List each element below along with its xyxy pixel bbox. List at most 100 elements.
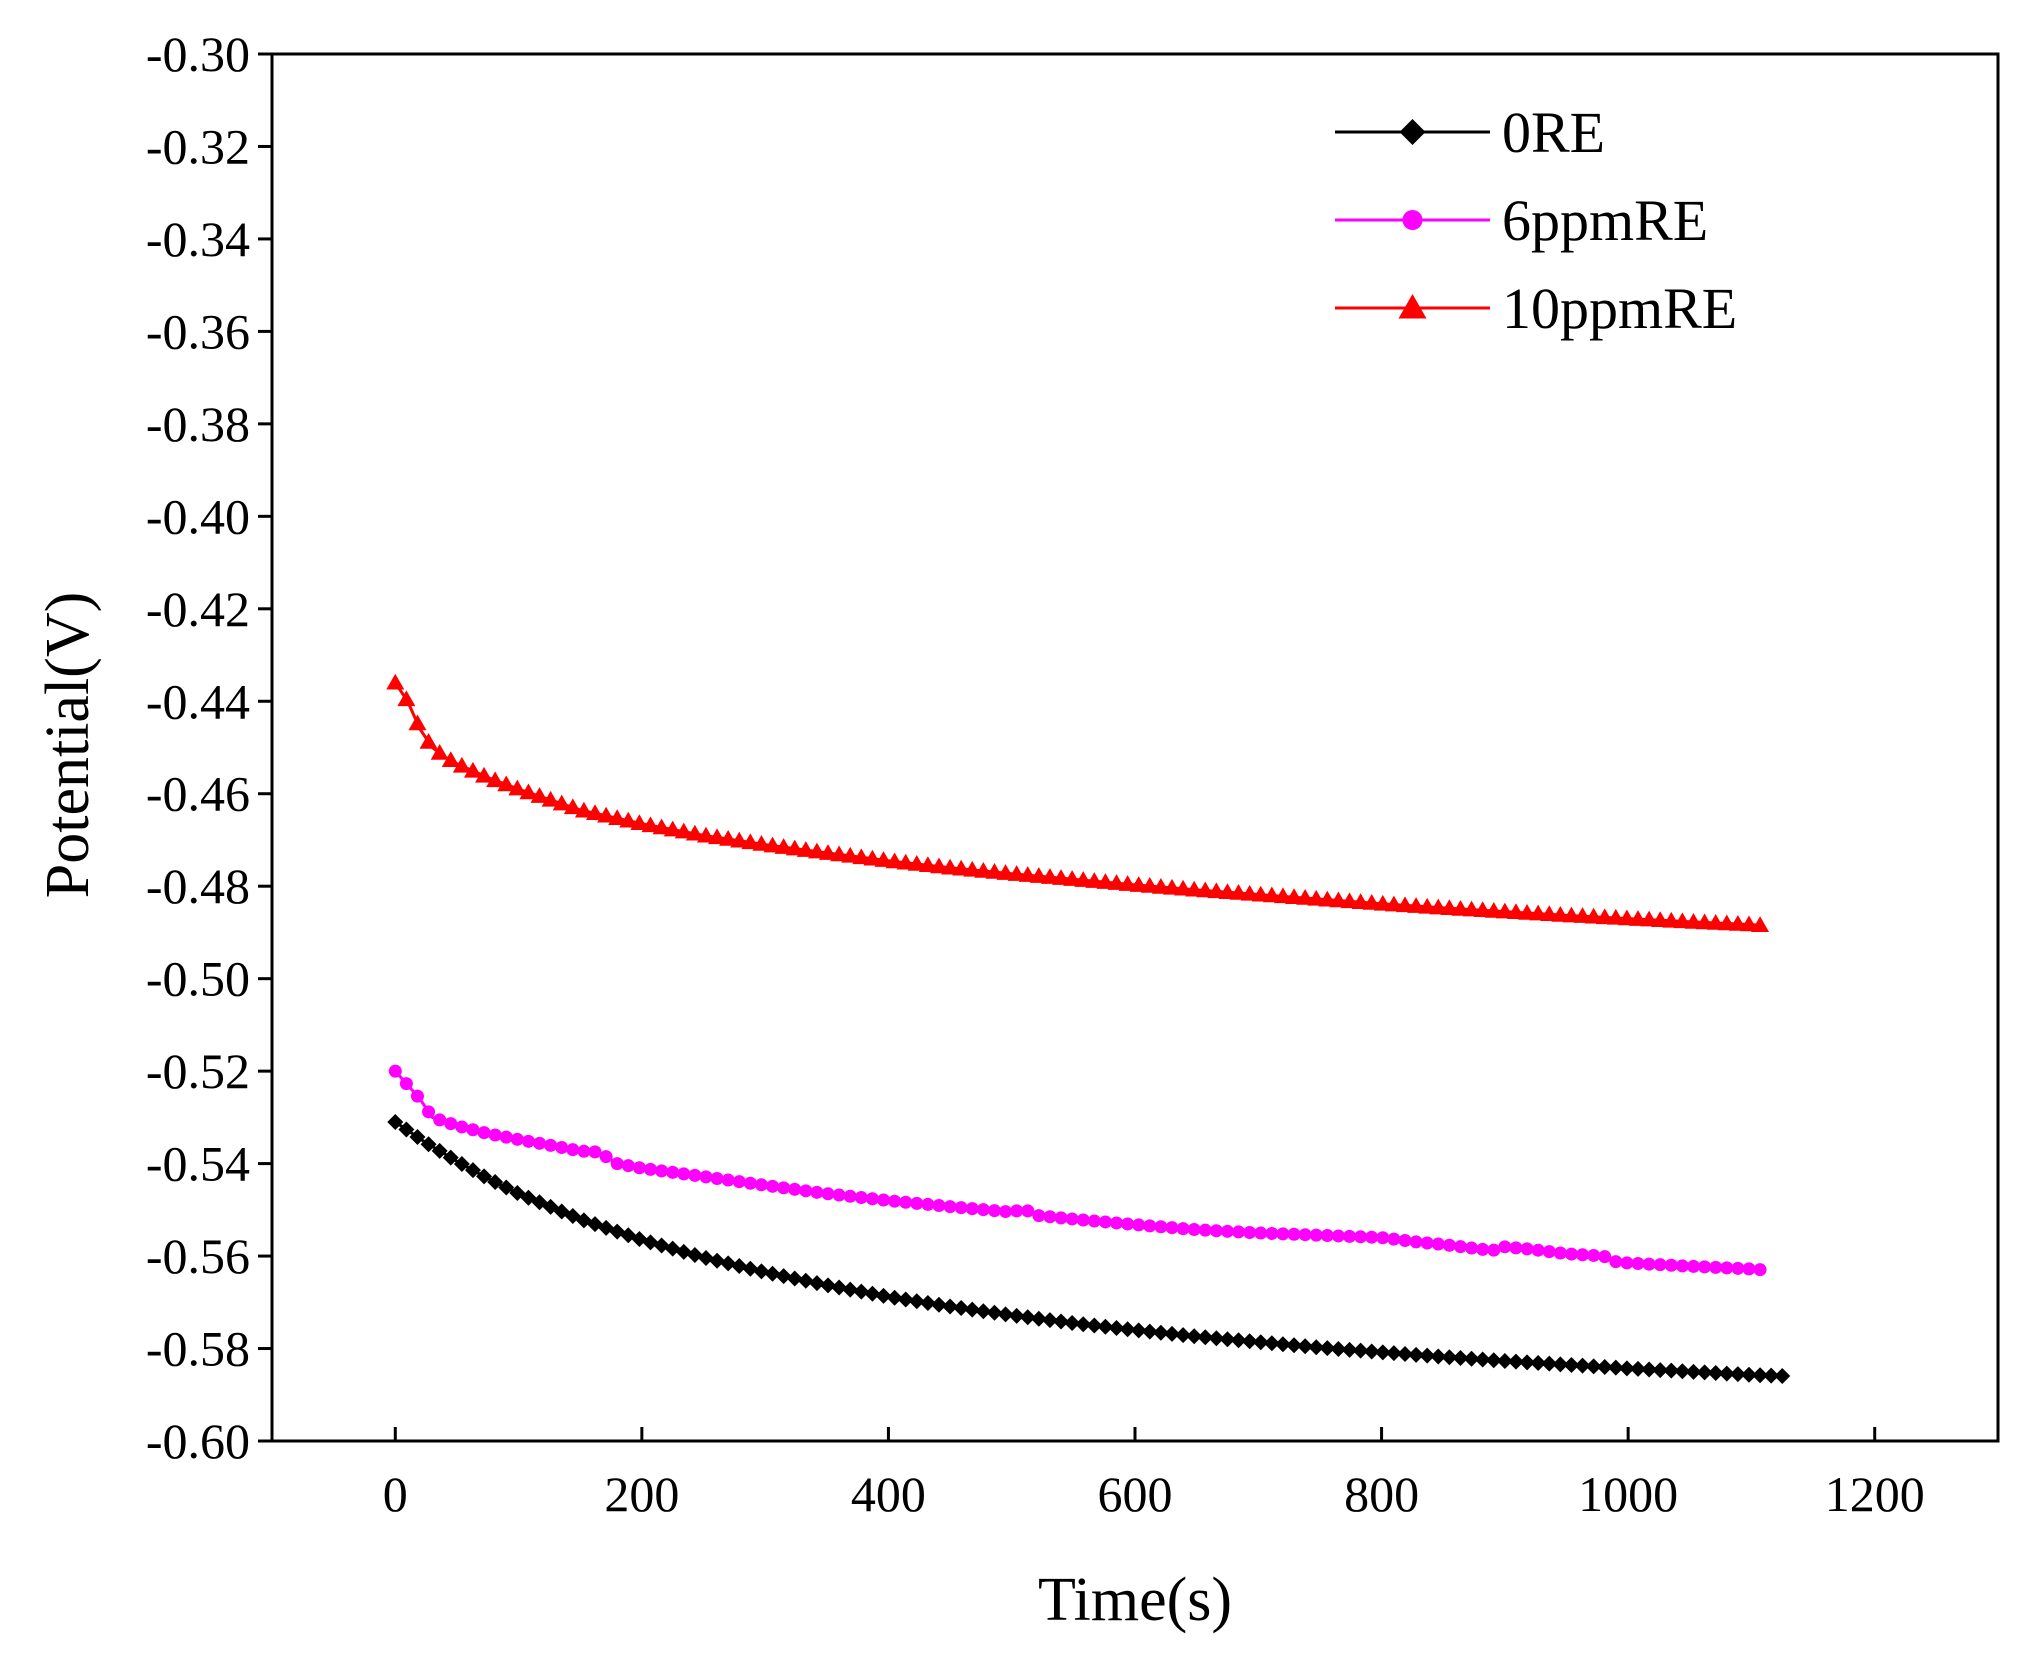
data-point <box>1029 867 1048 883</box>
data-point <box>918 856 937 872</box>
data-point <box>1751 916 1770 932</box>
data-point <box>1065 1212 1079 1226</box>
data-point <box>1630 1360 1647 1377</box>
data-point <box>1354 1230 1368 1244</box>
data-point <box>709 1252 726 1269</box>
data-point <box>488 1128 502 1142</box>
data-point <box>1574 1357 1591 1374</box>
data-point <box>1742 1262 1756 1276</box>
data-point <box>1343 1229 1357 1243</box>
data-point <box>1274 1336 1291 1353</box>
data-point <box>555 1141 569 1155</box>
data-point <box>566 1143 580 1157</box>
x-tick-label: 1000 <box>1578 1466 1678 1522</box>
data-point <box>508 779 527 796</box>
y-tick-label: -0.30 <box>146 26 250 82</box>
data-point <box>708 828 727 845</box>
data-point <box>1551 905 1570 922</box>
data-point <box>797 1272 814 1289</box>
data-point <box>1285 888 1304 904</box>
data-point <box>1473 901 1492 918</box>
data-point <box>1453 1240 1467 1254</box>
data-point <box>386 673 405 690</box>
data-point <box>853 1283 870 1300</box>
data-point <box>666 1165 680 1179</box>
data-point <box>1252 1334 1269 1351</box>
data-point <box>886 1289 903 1306</box>
data-point <box>1663 1362 1680 1379</box>
data-point <box>1241 1333 1258 1350</box>
data-point <box>1030 1310 1047 1327</box>
data-point <box>1617 909 1636 926</box>
data-point <box>1052 869 1071 885</box>
data-point <box>996 864 1015 880</box>
data-point <box>1642 1257 1656 1271</box>
data-point <box>964 1301 981 1318</box>
data-point <box>1132 1218 1146 1232</box>
data-point <box>652 818 671 835</box>
x-tick-label: 0 <box>383 1466 408 1522</box>
data-point <box>1018 866 1037 882</box>
data-point <box>1675 1259 1689 1273</box>
data-point <box>1739 915 1758 932</box>
legend-marker <box>1402 210 1423 230</box>
data-point <box>399 1077 413 1091</box>
data-point <box>1219 1331 1236 1348</box>
data-point <box>742 1260 759 1277</box>
data-point <box>574 801 593 818</box>
data-point <box>753 1263 770 1280</box>
data-point <box>1552 1356 1569 1373</box>
data-point <box>1119 1321 1136 1338</box>
data-point <box>1629 910 1648 926</box>
data-point <box>552 794 571 811</box>
data-point <box>774 838 793 854</box>
y-tick-label: -0.50 <box>146 951 250 1007</box>
data-point <box>497 775 516 792</box>
data-point <box>1495 902 1514 919</box>
x-axis-title: Time(s) <box>1038 1566 1232 1634</box>
data-point <box>1174 879 1193 896</box>
data-point <box>408 714 427 731</box>
data-point <box>1408 1346 1425 1363</box>
data-point <box>1541 1355 1558 1372</box>
data-point <box>1373 894 1392 911</box>
data-point <box>1240 884 1259 901</box>
data-point <box>1007 865 1026 881</box>
y-tick-label: -0.48 <box>146 858 250 914</box>
data-point <box>1485 1352 1502 1369</box>
series-line <box>394 1070 1764 1272</box>
data-point <box>1331 1229 1345 1243</box>
data-point <box>1363 1343 1380 1360</box>
data-point <box>1563 1357 1580 1374</box>
x-tick-label: 400 <box>851 1466 926 1522</box>
data-point <box>1032 1209 1046 1223</box>
series-6ppmRE <box>388 1064 1767 1277</box>
data-point <box>1530 1355 1547 1372</box>
data-point <box>1151 877 1170 894</box>
data-point <box>1362 894 1381 910</box>
data-point <box>864 1285 881 1302</box>
legend: 0RE 6ppmRE 10ppmRE <box>1335 100 1737 341</box>
data-point <box>820 1277 837 1294</box>
data-point <box>943 1200 957 1214</box>
data-point <box>754 1178 768 1192</box>
data-point <box>1585 1358 1602 1375</box>
data-point <box>919 1294 936 1311</box>
legend-marker <box>1399 119 1426 145</box>
data-point <box>732 1175 746 1189</box>
data-point <box>1010 1204 1024 1218</box>
data-point <box>1319 1340 1336 1357</box>
data-point <box>941 858 960 875</box>
data-point <box>1197 1329 1214 1346</box>
data-point <box>1620 1256 1634 1270</box>
data-point <box>685 824 704 841</box>
data-point <box>1609 1255 1623 1269</box>
data-point <box>1318 890 1337 907</box>
data-point <box>1074 871 1093 887</box>
data-point <box>655 1164 669 1178</box>
data-point <box>1441 1349 1458 1366</box>
data-point <box>1129 876 1148 892</box>
data-point <box>1043 1210 1057 1224</box>
data-point <box>831 1279 848 1296</box>
